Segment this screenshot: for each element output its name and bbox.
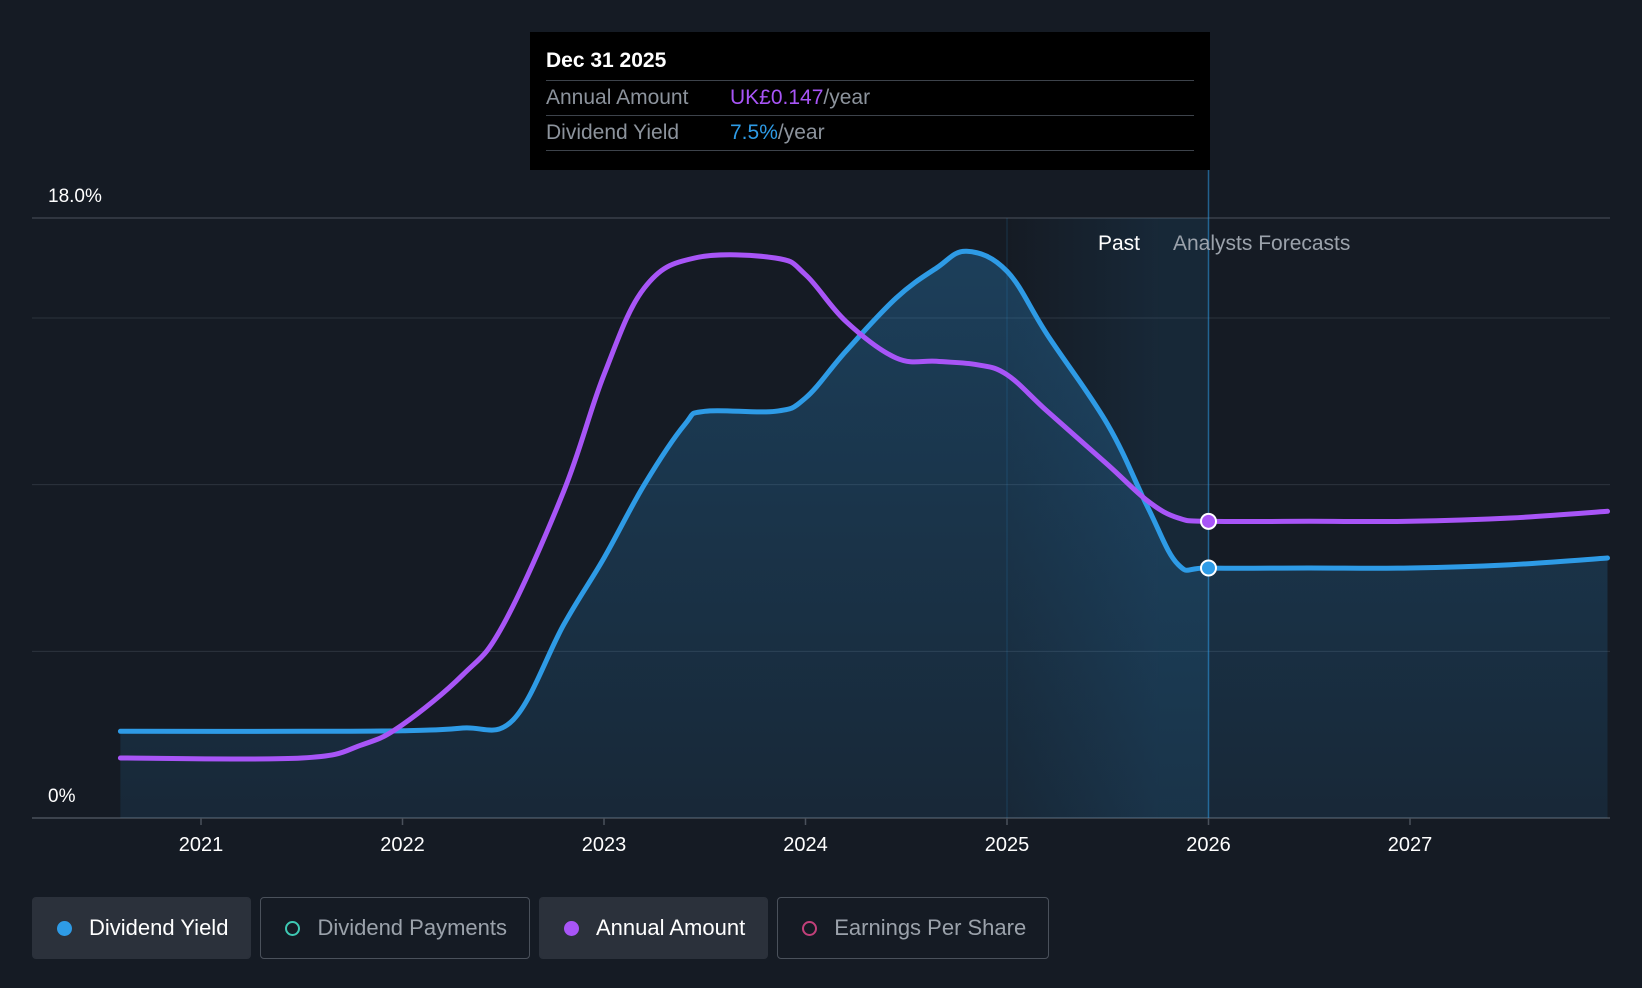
- legend-dividend-yield-dot-icon: [57, 920, 72, 936]
- legend-earnings-per-share-label: Earnings Per Share: [834, 915, 1027, 940]
- x-tick-label-2026: 2026: [1186, 834, 1231, 856]
- x-axis-ticks: 2021 2022 2023 2024 2025 2026 2027: [179, 818, 1433, 856]
- legend-annual-amount-dot-icon: [563, 920, 579, 936]
- tooltip-annual-amount-unit: /year: [823, 86, 871, 109]
- legend: Dividend Yield Dividend Payments Annual …: [32, 897, 1050, 959]
- past-region-label: Past: [1098, 232, 1140, 255]
- legend-dividend-payments-dot-icon: [285, 920, 301, 936]
- annual-amount-line: [117, 252, 1610, 762]
- y-axis-min-label: 0%: [48, 786, 76, 807]
- legend-annual-amount-label: Annual Amount: [595, 915, 746, 940]
- legend-earnings-per-share-dot-icon: [802, 920, 818, 936]
- tooltip-dividend-yield-unit: /year: [777, 121, 825, 144]
- chart-tooltip: Dec 31 2025 Annual Amount UK£0.147/year …: [530, 32, 1210, 170]
- legend-annual-amount[interactable]: Annual Amount: [538, 897, 769, 959]
- annual-amount-marker[interactable]: [1200, 512, 1217, 530]
- x-tick-label-2021: 2021: [179, 834, 224, 856]
- dividend-yield-marker[interactable]: [1200, 559, 1217, 577]
- legend-earnings-per-share[interactable]: Earnings Per Share: [777, 897, 1050, 959]
- legend-dividend-yield[interactable]: Dividend Yield: [32, 897, 252, 959]
- x-tick-label-2022: 2022: [380, 834, 425, 856]
- area-fill: [120, 251, 1608, 818]
- tooltip-annual-amount-value: UK£0.147: [730, 86, 824, 109]
- dividend-yield-area: [120, 251, 1608, 818]
- legend-dividend-payments[interactable]: Dividend Payments: [260, 897, 530, 959]
- dividend-yield-line: [117, 248, 1610, 734]
- x-tick-label-2027: 2027: [1388, 834, 1433, 856]
- tooltip-dividend-yield-value: 7.5%: [730, 121, 778, 144]
- tooltip-annual-amount-row: Annual Amount UK£0.147/year: [546, 81, 1194, 116]
- tooltip-annual-amount-label: Annual Amount: [546, 86, 689, 109]
- legend-dividend-payments-label: Dividend Payments: [317, 915, 507, 940]
- legend-dividend-yield-label: Dividend Yield: [89, 915, 229, 940]
- tooltip-date: Dec 31 2025: [546, 46, 1194, 81]
- x-tick-label-2025: 2025: [985, 834, 1030, 856]
- axis-labels: 18.0% 0% Past Analysts Forecasts: [48, 186, 1350, 807]
- tooltip-dividend-yield-label: Dividend Yield: [546, 121, 680, 144]
- forecast-region-label: Analysts Forecasts: [1173, 232, 1350, 255]
- y-axis-max-label: 18.0%: [48, 186, 102, 207]
- x-tick-label-2023: 2023: [582, 834, 627, 856]
- x-tick-label-2024: 2024: [783, 834, 828, 856]
- series-markers[interactable]: [1200, 512, 1217, 577]
- tooltip-dividend-yield-row: Dividend Yield 7.5%/year: [546, 116, 1194, 151]
- series-lines: [117, 248, 1610, 762]
